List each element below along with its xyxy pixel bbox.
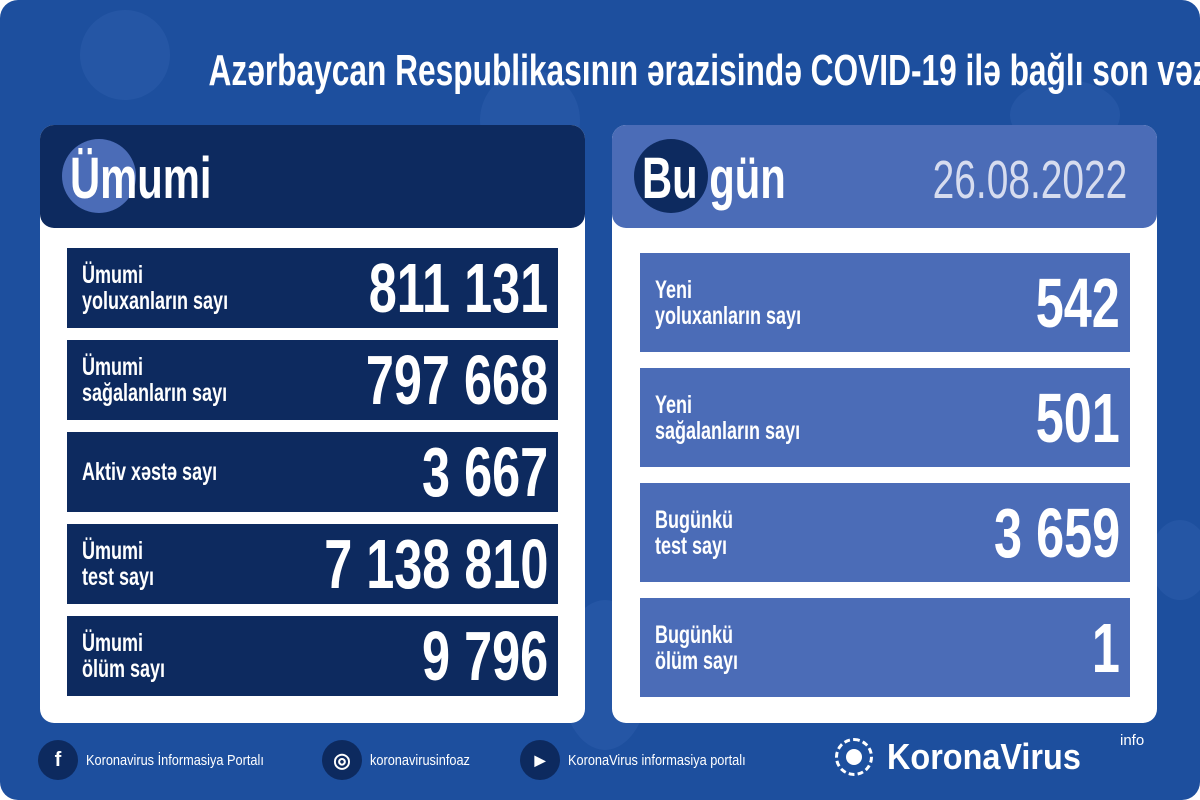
total-heading: Ümumi <box>70 146 212 211</box>
stat-label: test sayı <box>82 563 155 591</box>
stat-row: Ümumi test sayı 7 138 810 <box>67 524 558 604</box>
total-panel: Ümumi Ümumi yoluxanların sayı 811 131 Ümu… <box>40 125 585 723</box>
stat-row: Ümumi sağalanların sayı 797 668 <box>67 340 558 420</box>
stat-value: 797 668 <box>365 341 548 419</box>
stat-value: 9 796 <box>421 617 548 695</box>
stat-row: Yeni yoluxanların sayı 542 <box>640 253 1130 352</box>
instagram-label: koronavirusinfoaz <box>370 751 470 769</box>
stat-row: Yeni sağalanların sayı 501 <box>640 368 1130 467</box>
virus-decoration-icon <box>1150 520 1200 600</box>
instagram-link[interactable]: ◎ koronavirusinfoaz <box>322 738 488 782</box>
stat-label: sağalanların sayı <box>655 416 801 445</box>
stat-label: Ümumi <box>82 261 144 289</box>
stat-label: Bugünkü <box>655 620 733 649</box>
stat-value: 542 <box>1035 263 1120 342</box>
stat-label: Yeni <box>655 390 693 419</box>
stat-label: yoluxanların sayı <box>655 301 802 330</box>
stat-label: Ümumi <box>82 353 144 381</box>
stat-row: Ümumi ölüm sayı 9 796 <box>67 616 558 696</box>
youtube-icon: ▶ <box>520 740 560 780</box>
stat-value: 7 138 810 <box>323 525 548 603</box>
stat-label: yoluxanların sayı <box>82 287 229 315</box>
stat-value: 3 659 <box>993 493 1120 572</box>
youtube-label: KoronaVirus informasiya portalı <box>568 751 746 769</box>
facebook-icon: f <box>38 740 78 780</box>
stat-label: Aktiv xəstə sayı <box>82 458 218 486</box>
today-date: 26.08.2022 <box>932 150 1127 210</box>
stat-row: Ümumi yoluxanların sayı 811 131 <box>67 248 558 328</box>
facebook-label: Koronavirus İnformasiya Portalı <box>86 751 264 769</box>
instagram-icon: ◎ <box>322 740 362 780</box>
virus-decoration-icon <box>80 10 170 100</box>
stat-label: Ümumi <box>82 537 144 565</box>
stat-label: Ümumi <box>82 629 144 657</box>
youtube-link[interactable]: ▶ KoronaVirus informasiya portalı <box>520 738 777 782</box>
stat-row: Aktiv xəstə sayı 3 667 <box>67 432 558 512</box>
stat-row: Bugünkü ölüm sayı 1 <box>640 598 1130 697</box>
stat-label: sağalanların sayı <box>82 379 228 407</box>
koronavirus-logo: KoronaVirus info <box>835 732 1144 778</box>
sun-logo-icon <box>835 738 873 776</box>
today-heading: Bu gün <box>642 146 786 211</box>
stat-value: 3 667 <box>421 433 548 511</box>
total-header: Ümumi <box>40 125 585 228</box>
stat-value: 1 <box>1091 608 1120 687</box>
stat-label: Bugünkü <box>655 505 733 534</box>
stat-label: ölüm sayı <box>655 646 739 675</box>
stat-label: Yeni <box>655 275 693 304</box>
brand-name: KoronaVirus <box>887 736 1081 777</box>
stat-label: test sayı <box>655 531 728 560</box>
stat-value: 811 131 <box>368 249 548 327</box>
virus-icon <box>634 139 708 213</box>
page-title: Azərbaycan Respublikasının ərazisində CO… <box>0 46 1200 96</box>
stat-row: Bugünkü test sayı 3 659 <box>640 483 1130 582</box>
facebook-link[interactable]: f Koronavirus İnformasiya Portalı <box>38 738 295 782</box>
brand-suffix: info <box>1120 732 1145 749</box>
today-panel: Bu gün 26.08.2022 Yeni yoluxanların sayı … <box>612 125 1157 723</box>
today-header: Bu gün 26.08.2022 <box>612 125 1157 228</box>
stat-value: 501 <box>1035 378 1120 457</box>
stat-label: ölüm sayı <box>82 655 166 683</box>
virus-icon <box>62 139 136 213</box>
title-text: Azərbaycan Respublikasının ərazisində CO… <box>208 46 1200 95</box>
